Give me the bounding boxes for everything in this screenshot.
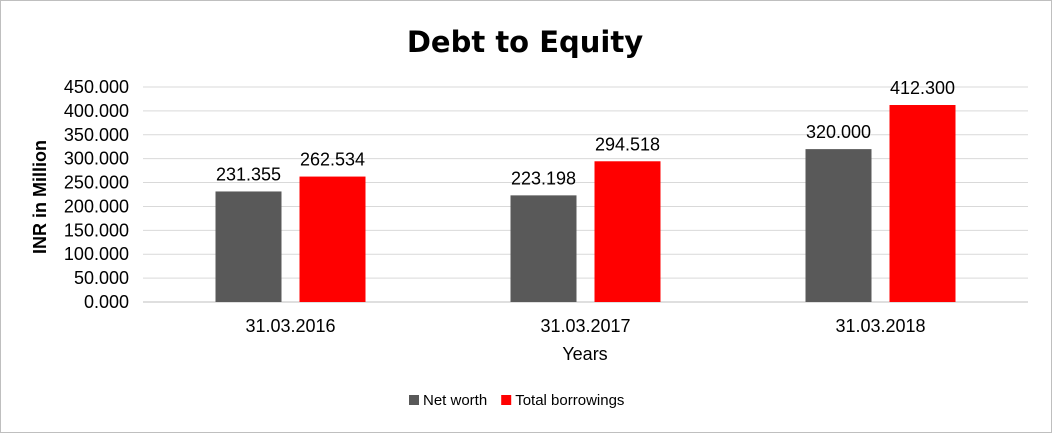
y-axis-title: INR in Million (30, 140, 50, 254)
data-label: 412.300 (890, 78, 955, 98)
chart-title: Debt to Equity (407, 25, 643, 59)
bar-net-worth (805, 149, 872, 302)
legend-swatch (409, 395, 419, 405)
x-tick-label: 31.03.2018 (835, 316, 925, 336)
data-label: 320.000 (806, 122, 871, 142)
bar-total-borrowings (889, 105, 956, 302)
y-tick-label: 400.000 (64, 101, 129, 121)
y-tick-label: 150.000 (64, 220, 129, 240)
y-tick-label: 450.000 (64, 77, 129, 97)
data-label: 294.518 (595, 134, 660, 154)
y-tick-label: 200.000 (64, 196, 129, 216)
y-tick-label: 100.000 (64, 244, 129, 264)
legend-label: Total borrowings (515, 392, 624, 409)
bar-total-borrowings (594, 161, 661, 302)
x-tick-label: 31.03.2016 (245, 316, 335, 336)
legend-swatch (501, 395, 512, 405)
y-tick-label: 50.000 (74, 268, 129, 288)
data-label: 223.198 (511, 168, 576, 188)
y-tick-label: 0.000 (84, 292, 129, 312)
gridlines (143, 86, 1028, 303)
bar-net-worth (510, 195, 577, 302)
data-label: 262.534 (300, 150, 365, 170)
legend-label: Net worth (423, 392, 487, 409)
x-tick-label: 31.03.2017 (540, 316, 630, 336)
bar-total-borrowings (299, 176, 366, 302)
bar-net-worth (215, 191, 282, 302)
data-label: 231.355 (216, 164, 281, 184)
y-tick-label: 350.000 (64, 125, 129, 145)
bars (215, 105, 956, 302)
y-tick-label: 300.000 (64, 149, 129, 169)
data-labels: 231.355 262.534 223.198 294.518 320.000 412.3… (216, 78, 955, 188)
y-tick-label: 250.000 (64, 173, 129, 193)
x-tick-labels: 31.03.2016 31.03.2017 31.03.2018 (245, 316, 925, 336)
y-tick-labels: 0.000 50.000 100.000 150.000 200.000 250.000 3… (64, 77, 129, 312)
legend: Net worth Total borrowings (409, 392, 624, 409)
x-axis-title: Years (562, 344, 607, 364)
